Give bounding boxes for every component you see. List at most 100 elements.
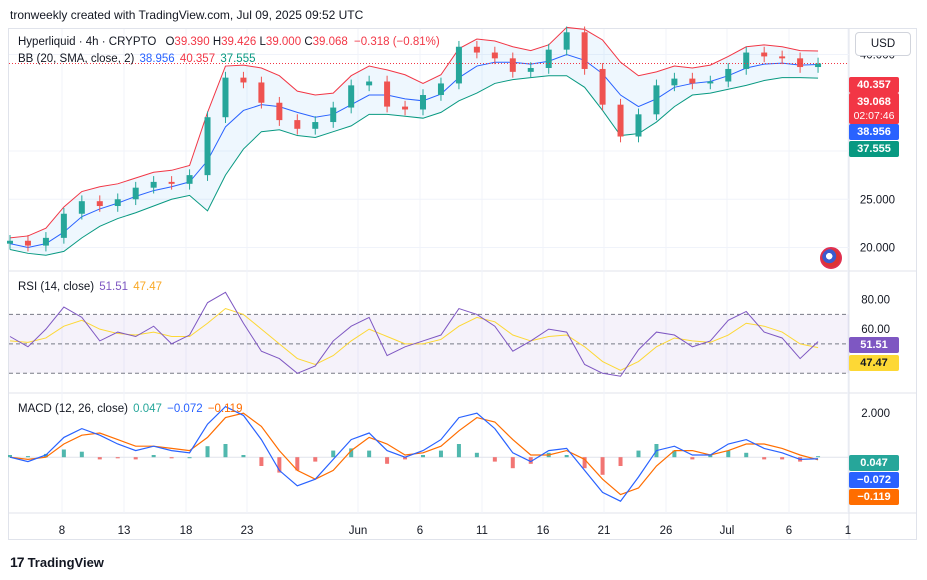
macd-hist-bar xyxy=(403,457,408,460)
candle-body xyxy=(761,52,768,57)
macd-hist-bar xyxy=(295,457,300,471)
candle-body xyxy=(150,181,157,188)
candle-body xyxy=(222,77,229,118)
candle-body xyxy=(114,199,121,207)
bb-lower-price-tag: 37.555 xyxy=(849,141,899,157)
candle-body xyxy=(563,32,570,50)
candle-body xyxy=(132,187,139,200)
rsi-ma-value: 47.47 xyxy=(133,281,163,293)
low-value: 39.000 xyxy=(265,36,302,48)
rsi-axis-label: 60.00 xyxy=(861,324,890,336)
candle-body xyxy=(797,58,804,68)
candle-body xyxy=(42,237,49,246)
candle-body xyxy=(258,82,265,103)
price-legend[interactable]: Hyperliquid · 4h · CRYPTO O39.390 H39.42… xyxy=(18,36,440,48)
rsi-ma-price-tag: 47.47 xyxy=(849,355,899,371)
macd-hist-bar xyxy=(780,457,785,460)
candle-body xyxy=(581,32,588,69)
rsi-pane xyxy=(9,291,849,377)
macd-hist-bar xyxy=(600,457,605,475)
macd-label[interactable]: MACD (12, 26, close) xyxy=(18,403,128,415)
macd-hist-bar xyxy=(510,457,515,469)
rsi-label[interactable]: RSI (14, close) xyxy=(18,281,95,293)
bb-upper-line xyxy=(9,26,819,239)
macd-signal-value: −0.119 xyxy=(207,403,243,415)
macd-legend[interactable]: MACD (12, 26, close) 0.047 −0.072 −0.119 xyxy=(18,403,242,415)
macd-pane xyxy=(8,405,849,502)
macd-hist-bar xyxy=(438,450,443,458)
macd-hist-bar xyxy=(241,455,246,458)
macd-hist-bar xyxy=(456,444,461,458)
candle-body xyxy=(186,175,193,184)
chart-attribution: tronweekly created with TradingView.com,… xyxy=(10,8,364,22)
change-value: −0.318 (−0.81%) xyxy=(354,36,440,48)
x-tick-label: 18 xyxy=(180,525,193,537)
bb-lower-value: 37.555 xyxy=(220,53,256,65)
tradingview-logo-icon: 17 xyxy=(10,554,25,570)
candle-body xyxy=(509,58,516,72)
last-price: 39.068 xyxy=(857,95,891,108)
candle-body xyxy=(455,46,462,84)
x-tick-label: 11 xyxy=(476,525,488,537)
candle-body xyxy=(402,106,409,110)
tradingview-footer[interactable]: 17 TradingView xyxy=(10,554,104,570)
candle-body xyxy=(366,81,373,86)
bb-basis-price-tag: 38.956 xyxy=(849,124,899,140)
rsi-price-tag: 51.51 xyxy=(849,337,899,353)
candle-body xyxy=(348,85,355,108)
macd-hist-bar xyxy=(169,457,174,459)
bb-label[interactable]: BB (20, SMA, close, 2) xyxy=(18,53,135,65)
macd-axis-label: 2.000 xyxy=(861,408,890,420)
axes: 8131823Jun611162126Jul6120.00025.00030.0… xyxy=(59,49,895,537)
x-tick-label: 16 xyxy=(537,525,550,537)
macd-hist-bar xyxy=(690,457,695,460)
bb-upper-value: 40.357 xyxy=(179,53,216,65)
macd-hist-bar xyxy=(313,457,318,462)
x-tick-label: 26 xyxy=(660,525,673,537)
macd-signal-tag: −0.119 xyxy=(849,489,899,505)
rsi-legend[interactable]: RSI (14, close) 51.51 47.47 xyxy=(18,281,162,293)
candle-body xyxy=(60,213,67,238)
rsi-line xyxy=(9,291,819,377)
currency-button[interactable]: USD xyxy=(855,32,911,56)
x-tick-label: 23 xyxy=(241,525,254,537)
candle-body xyxy=(545,49,552,68)
macd-hist-bar xyxy=(97,457,102,460)
macd-hist-bar xyxy=(582,457,587,469)
bb-legend[interactable]: BB (20, SMA, close, 2) 38.956 40.357 37.… xyxy=(18,53,256,65)
us-flag-icon[interactable] xyxy=(820,247,842,269)
candle-body xyxy=(312,122,319,129)
macd-hist-bar xyxy=(672,450,677,458)
rsi-value: 51.51 xyxy=(99,281,129,293)
bb-fill xyxy=(10,27,819,256)
price-axis-label: 20.000 xyxy=(860,243,895,255)
chart-frame xyxy=(8,28,917,540)
high-label: H xyxy=(212,36,222,48)
candle-body xyxy=(815,63,822,68)
bb-basis-line xyxy=(9,53,819,249)
macd-hist-bar xyxy=(528,457,533,464)
x-tick-label: 1 xyxy=(845,525,851,537)
macd-hist-bar xyxy=(367,450,372,458)
candle-body xyxy=(437,83,444,96)
x-tick-label: 8 xyxy=(59,525,65,537)
macd-hist-bar xyxy=(474,452,479,458)
macd-hist-bar xyxy=(492,457,497,462)
close-label: C xyxy=(304,36,313,48)
candle-body xyxy=(473,46,480,53)
price-axis-label: 25.000 xyxy=(860,194,895,206)
x-tick-label: 6 xyxy=(417,525,423,537)
candle-body xyxy=(276,102,283,121)
open-label: O xyxy=(165,36,175,48)
candle-body xyxy=(78,201,85,214)
candle-body xyxy=(725,68,732,82)
macd-hist-bar xyxy=(151,455,156,458)
symbol-name[interactable]: Hyperliquid · 4h · CRYPTO xyxy=(18,36,157,48)
candle-body xyxy=(204,117,211,176)
macd-hist-bar xyxy=(187,457,192,459)
candle-body xyxy=(617,104,624,137)
macd-hist-bar xyxy=(259,457,264,466)
candle-body xyxy=(294,120,301,129)
low-label: L xyxy=(259,36,266,48)
